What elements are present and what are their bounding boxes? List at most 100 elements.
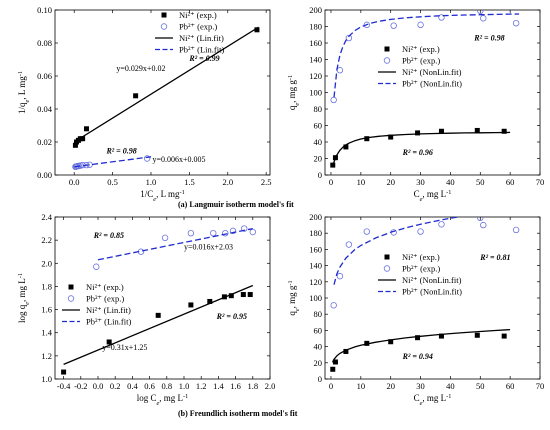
data-point-pb [512, 20, 520, 27]
data-point-pb [417, 21, 424, 29]
x-tick-label: 70 [536, 177, 545, 187]
data-point-pb [93, 263, 100, 270]
legend-label: Ni²⁺ (exp.) [402, 252, 440, 262]
legend-label: Pb²⁺ (Lin.fit) [179, 45, 224, 55]
legend: Ni²⁺ (exp.) Pb²⁺ (exp.)Ni²⁺ (Lin.fit) Pb²⁺… [155, 10, 224, 55]
fit-line-ni [63, 284, 254, 365]
x-axis-label: Ce, mg L-1 [414, 393, 452, 407]
x-tick-label: -0.4 [57, 381, 71, 391]
data-point-pb [222, 229, 229, 237]
data-point-pb [229, 227, 237, 235]
data-point-ni [501, 333, 507, 339]
x-tick-label: -0.2 [74, 381, 87, 391]
y-tick-label: 0 [318, 170, 322, 180]
data-point-ni [343, 144, 349, 150]
legend-label: Pb²⁺ (NonLin.fit) [402, 79, 462, 89]
y-tick-label: 20 [314, 154, 323, 164]
annotation-text: R² = 0.96 [402, 148, 433, 157]
x-tick-label: 60 [506, 177, 515, 187]
y-tick-label: 1.6 [41, 305, 52, 315]
data-point-pb [438, 14, 445, 21]
y-tick-label: 1.0 [41, 374, 52, 384]
y-axis-label: 1/qe, L mg-1 [17, 71, 31, 114]
annotation-text: y=0.016x+2.03 [184, 242, 233, 251]
legend-label: Ni²⁺ (NonLin.fit) [402, 275, 462, 285]
x-tick-label: 50 [476, 381, 485, 391]
y-tick-label: 120 [309, 71, 322, 81]
x-tick-label: 0.2 [110, 381, 121, 391]
data-point-pb [345, 241, 353, 248]
x-tick-label: 0 [329, 177, 333, 187]
y-tick-label: 200 [309, 5, 322, 15]
plot-frame [54, 9, 271, 176]
legend-marker [384, 46, 390, 52]
legend-label: Pb²⁺ (exp.) [86, 294, 124, 304]
fit-line-ni [331, 328, 511, 363]
data-point-ni [438, 333, 444, 339]
data-point-ni [332, 359, 338, 365]
plot-frame [54, 216, 271, 380]
legend-marker [383, 57, 391, 64]
x-tick-label: 20 [386, 381, 395, 391]
x-axis-label: log Ce, mg L-1 [137, 393, 189, 407]
y-tick-label: 0.08 [37, 38, 52, 48]
x-tick-label: 20 [386, 177, 395, 187]
data-point-ni [80, 136, 86, 142]
y-tick-label: 2.4 [41, 212, 52, 222]
y-tick-label: 60 [314, 325, 323, 335]
legend-label: Pb²⁺ (exp.) [402, 56, 440, 66]
freundlich-nonlinear-plot: 0 10 20 30 40 50 60 70 0 20 40 60 80 100 120 140 160 180 2… [287, 212, 545, 407]
data-point-ni [415, 335, 421, 341]
y-tick-label: 1.8 [41, 281, 52, 291]
data-point-ni [388, 134, 394, 140]
plot-area [330, 10, 520, 168]
fit-line-pb [333, 13, 520, 98]
data-point-ni [501, 128, 507, 134]
legend-label: Ni²⁺ (exp.) [179, 10, 217, 20]
y-tick-label: 100 [309, 88, 322, 98]
langmuir-nonlinear-plot: 0 10 20 30 40 50 60 70 0 20 40 60 80 100 120 140 160 180 2… [287, 5, 545, 203]
x-tick-label: 1.0 [146, 177, 157, 187]
data-point-ni [188, 302, 194, 308]
y-tick-label: 0.10 [37, 5, 52, 15]
fit-line-pb [74, 156, 152, 168]
annotation-text: y=0.31x+1.25 [102, 343, 147, 352]
data-point-ni [330, 366, 336, 372]
x-tick-label: 70 [536, 381, 545, 391]
annotation-text: R² = 0.81 [479, 253, 510, 262]
y-tick-label: 0.06 [37, 71, 52, 81]
annotation-text: y=0.006x+0.005 [153, 155, 206, 164]
legend-label: Ni²⁺ (Lin.fit) [86, 305, 131, 315]
y-tick-label: 0.00 [37, 170, 52, 180]
data-point-pb [480, 15, 487, 22]
y-tick-label: 1.2 [41, 351, 52, 361]
data-point-ni [61, 369, 67, 375]
annotation-text: R² = 0.99 [188, 54, 219, 63]
data-point-ni [133, 93, 139, 99]
data-point-ni [207, 298, 213, 304]
y-tick-label: 140 [309, 261, 322, 271]
legend-label: Ni²⁺ (Lin.fit) [179, 33, 224, 43]
x-tick-label: 1.2 [196, 381, 207, 391]
data-point-pb [161, 234, 169, 242]
data-point-pb [480, 221, 487, 229]
x-tick-label: 0.8 [161, 381, 172, 391]
y-tick-label: 140 [309, 55, 322, 65]
y-tick-label: 20 [314, 358, 323, 368]
data-point-ni [83, 126, 89, 132]
x-tick-label: 40 [446, 177, 455, 187]
y-tick-label: 40 [314, 137, 323, 147]
data-point-pb [477, 10, 484, 15]
legend-marker [68, 284, 74, 290]
data-point-pb [363, 21, 371, 29]
data-point-pb [345, 34, 353, 42]
plot-area [61, 225, 256, 375]
x-tick-label: 0.0 [93, 381, 104, 391]
data-point-ni [364, 136, 370, 142]
legend-marker [67, 295, 75, 302]
data-point-pb [187, 229, 195, 237]
annotation-text: R² = 0.85 [93, 231, 124, 240]
annotation-text: R² = 0.98 [473, 34, 504, 43]
y-axis-label: qe, mg g-1 [287, 75, 301, 110]
data-point-ni [106, 339, 112, 345]
